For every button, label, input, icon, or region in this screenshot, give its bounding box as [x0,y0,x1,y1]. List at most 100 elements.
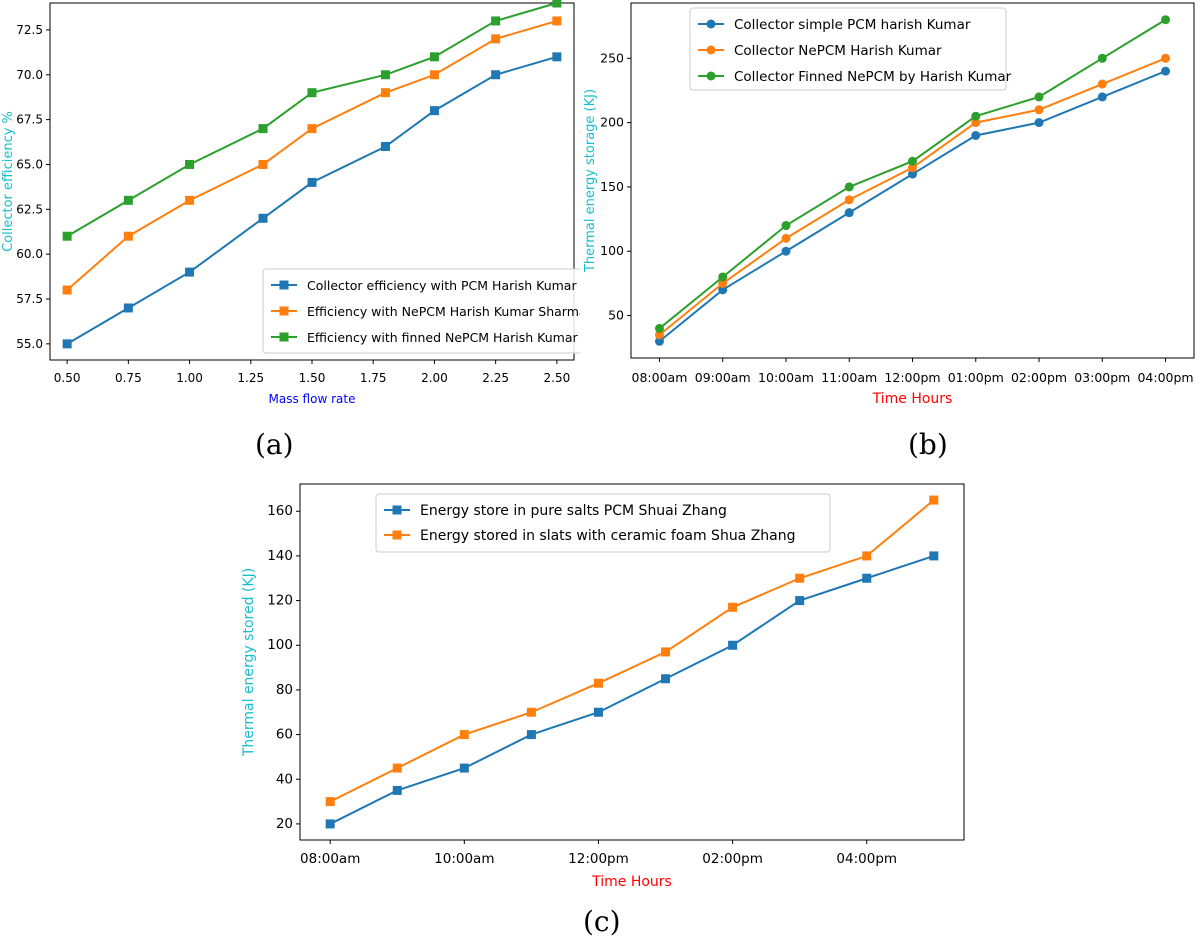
data-point [781,246,791,256]
data-point [654,336,664,346]
data-point [307,124,317,134]
legend-swatch-marker [706,19,716,29]
caption-c: (c) [583,905,621,938]
x-tick-label: 1.00 [176,371,203,385]
data-point [325,819,335,829]
chart-c-svg: 20 40 60 80 100 120 140 160 08:00am 10:00am 12:00p… [241,483,965,890]
x-tick-label: 1.75 [360,371,387,385]
data-point [526,707,536,717]
data-point [325,797,335,807]
legend-box [689,7,1007,91]
data-point [661,674,671,684]
data-point [1097,79,1107,89]
y-tick-label: 150 [600,179,624,194]
legend-swatch-marker [706,45,716,55]
x-tick-label: 1.25 [237,371,264,385]
x-tick-label: 01:00pm [948,370,1004,385]
series-line-1 [329,499,935,803]
series-line-0 [329,554,935,825]
y-axis-label: Collector efficiency % [1,111,16,252]
data-point [62,231,72,241]
y-axis-label: Thermal energy stored (KJ) [241,568,257,757]
x-tick-label: 2.50 [544,371,571,385]
series-line-0 [658,70,1166,343]
x-tick-label: 11:00am [821,370,877,385]
y-tick-label: 62.5 [16,202,43,216]
data-point [491,70,501,80]
chart-b-svg: 50 100 150 200 250 08:00am 09:00am 10:00am 11:00… [583,2,1195,407]
data-point [429,106,439,116]
data-point [258,159,268,169]
data-point [459,763,469,773]
data-point [552,52,562,62]
caption-b: (b) [908,428,948,461]
x-tick-label: 1.50 [299,371,326,385]
y-tick-label: 100 [267,637,293,653]
x-tick-label: 08:00am [632,370,688,385]
data-point [491,16,501,26]
data-point [307,88,317,98]
legend: Energy store in pure salts PCM Shuai Zha… [375,493,831,553]
legend-entry-label: Collector NePCM Harish Kumar [734,43,942,59]
data-point [1161,15,1171,25]
y-axis-label: Thermal energy storage (KJ) [583,89,598,273]
data-point [392,763,402,773]
y-tick-label: 65.0 [16,157,43,171]
legend-swatch-marker [279,306,289,316]
data-point [844,208,854,218]
data-point [392,785,402,795]
legend-entry-label: Collector efficiency with PCM Harish Kum… [307,278,580,293]
data-point [552,0,562,8]
legend: Collector simple PCM harish Kumar Collect… [689,7,1012,91]
data-point [123,195,133,205]
y-tick-label: 60 [276,727,293,743]
data-point [728,640,738,650]
legend-swatch-marker [706,71,716,81]
data-point [185,267,195,277]
data-point [929,495,939,505]
x-tick-label: 09:00am [695,370,751,385]
y-tick-label: 140 [267,548,293,564]
data-point [862,551,872,561]
legend-entry-label: Energy store in pure salts PCM Shuai Zha… [420,503,727,519]
data-point [1097,92,1107,102]
data-point [593,678,603,688]
data-point [185,159,195,169]
x-tick-label: 10:00am [758,370,814,385]
x-axis-label: Time Hours [591,874,672,890]
x-tick-label: 12:00pm [884,370,940,385]
y-tick-label: 55.0 [16,337,43,351]
x-tick-label: 03:00pm [1074,370,1130,385]
data-point [781,221,791,231]
legend-box [375,493,831,553]
plot-frame [299,483,965,841]
data-point [123,231,133,241]
data-point [654,323,664,333]
data-point [728,602,738,612]
data-point [795,596,805,606]
y-tick-label: 200 [600,115,624,130]
legend-swatch-marker [279,332,289,342]
data-point [1097,53,1107,63]
x-tick-label: 12:00pm [568,851,629,867]
data-point [844,195,854,205]
y-tick-label: 72.5 [16,23,43,37]
y-tick-label: 50 [608,308,624,323]
data-point [908,163,917,173]
legend-entry-label: Efficiency with NePCM Harish Kumar Sharm… [307,304,580,319]
data-point [718,285,728,295]
y-tick-label: 20 [276,816,293,832]
data-point [62,285,72,295]
legend-swatch-marker [279,280,289,290]
legend: Collector efficiency with PCM Harish Kum… [262,268,630,354]
x-axis-label: Mass flow rate [269,392,356,406]
chart-b: 50 100 150 200 250 08:00am 09:00am 10:00am 11:00… [580,0,1200,415]
data-point [429,52,439,62]
data-point [1034,92,1044,102]
x-tick-label: 08:00am [300,851,360,867]
data-point [185,195,195,205]
data-point [718,278,728,288]
x-tick-label: 04:00pm [836,851,897,867]
data-point [929,551,939,561]
data-point [258,213,268,223]
